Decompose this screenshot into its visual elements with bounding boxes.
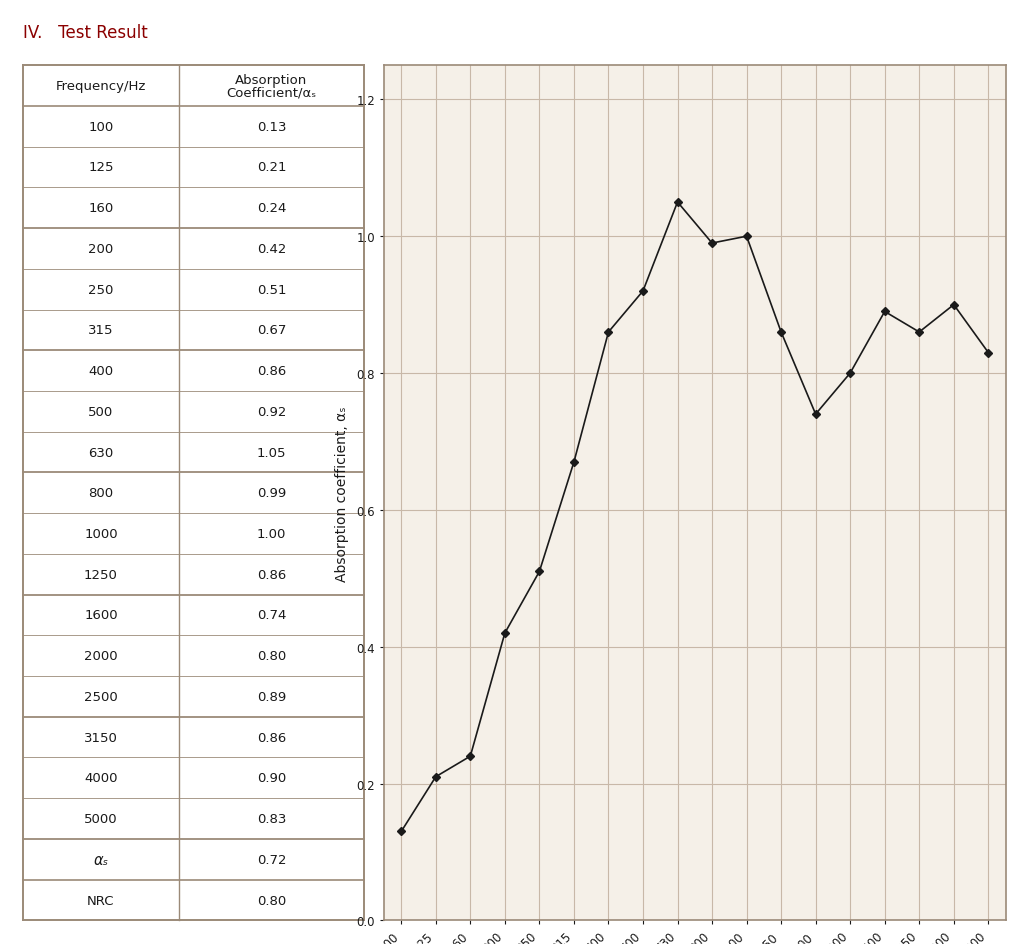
Text: 0.74: 0.74 xyxy=(257,609,286,622)
Text: 1.05: 1.05 xyxy=(257,447,286,459)
Text: 100: 100 xyxy=(88,121,114,134)
Text: 0.89: 0.89 xyxy=(257,690,286,703)
Text: 630: 630 xyxy=(88,447,114,459)
Text: 160: 160 xyxy=(88,202,114,215)
Text: 1.00: 1.00 xyxy=(257,528,286,540)
Text: NRC: NRC xyxy=(87,894,115,906)
Text: 0.21: 0.21 xyxy=(257,161,286,175)
Text: IV.   Test Result: IV. Test Result xyxy=(23,24,147,42)
Text: 500: 500 xyxy=(88,405,114,418)
Text: 1250: 1250 xyxy=(84,568,118,582)
Text: 0.86: 0.86 xyxy=(257,568,286,582)
Text: 0.51: 0.51 xyxy=(257,283,286,296)
Text: 125: 125 xyxy=(88,161,114,175)
Text: 0.72: 0.72 xyxy=(257,852,286,866)
Text: 0.83: 0.83 xyxy=(257,812,286,825)
Text: 0.90: 0.90 xyxy=(257,771,286,784)
Text: 0.80: 0.80 xyxy=(257,894,286,906)
Text: 800: 800 xyxy=(88,487,114,499)
Text: 0.86: 0.86 xyxy=(257,731,286,744)
Text: 0.86: 0.86 xyxy=(257,364,286,378)
Text: 1000: 1000 xyxy=(84,528,118,540)
Text: 200: 200 xyxy=(88,243,114,256)
Text: 0.92: 0.92 xyxy=(257,405,286,418)
Text: 0.42: 0.42 xyxy=(257,243,286,256)
Text: Absorption: Absorption xyxy=(236,74,307,87)
Text: 2000: 2000 xyxy=(84,649,118,663)
Text: Coefficient/αₛ: Coefficient/αₛ xyxy=(226,86,316,99)
Text: 0.67: 0.67 xyxy=(257,324,286,337)
Text: 0.24: 0.24 xyxy=(257,202,286,215)
Text: 4000: 4000 xyxy=(84,771,118,784)
Text: 400: 400 xyxy=(88,364,114,378)
Text: 3150: 3150 xyxy=(84,731,118,744)
Text: 1600: 1600 xyxy=(84,609,118,622)
Text: 5000: 5000 xyxy=(84,812,118,825)
Y-axis label: Absorption coefficient, αₛ: Absorption coefficient, αₛ xyxy=(335,406,349,581)
Text: 0.13: 0.13 xyxy=(257,121,286,134)
Text: 2500: 2500 xyxy=(84,690,118,703)
Text: 0.99: 0.99 xyxy=(257,487,286,499)
Text: Frequency/Hz: Frequency/Hz xyxy=(55,80,146,93)
Text: 0.80: 0.80 xyxy=(257,649,286,663)
Text: 315: 315 xyxy=(88,324,114,337)
Text: 250: 250 xyxy=(88,283,114,296)
Text: αₛ: αₛ xyxy=(93,851,109,867)
